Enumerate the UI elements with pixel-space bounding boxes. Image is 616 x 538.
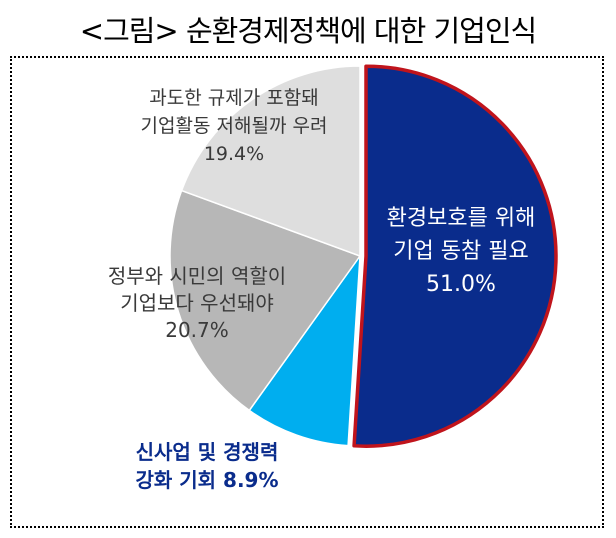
label-government-line-2: 기업보다 우선돼야	[120, 291, 274, 315]
label-regulation-line-1: 과도한 규제가 포함돼	[149, 87, 318, 109]
label-regulation-line-3: 19.4%	[204, 143, 264, 165]
label-environment-line-3: 51.0%	[426, 272, 496, 297]
pie-slice-new-business	[248, 253, 361, 447]
label-environment-line-2: 기업 동참 필요	[393, 239, 528, 264]
label-environment-line-1: 환경보호를 위해	[387, 206, 536, 231]
chart-frame	[10, 56, 604, 528]
label-government-line-3: 20.7%	[165, 318, 229, 342]
pie-slice-regulation	[180, 65, 361, 258]
label-government-line-1: 정부와 시민의 역할이	[108, 264, 286, 288]
page-title: <그림> 순환경제정책에 대한 기업인식	[79, 14, 537, 48]
pie-slice-environment	[352, 64, 558, 448]
label-new-business-line-1: 신사업 및 경쟁력	[136, 440, 279, 464]
label-regulation-line-2: 기업활동 저해될까 우려	[141, 115, 328, 137]
label-new-business-line-2: 강화 기회 8.9%	[136, 468, 279, 492]
pie-slice-government	[169, 189, 362, 412]
